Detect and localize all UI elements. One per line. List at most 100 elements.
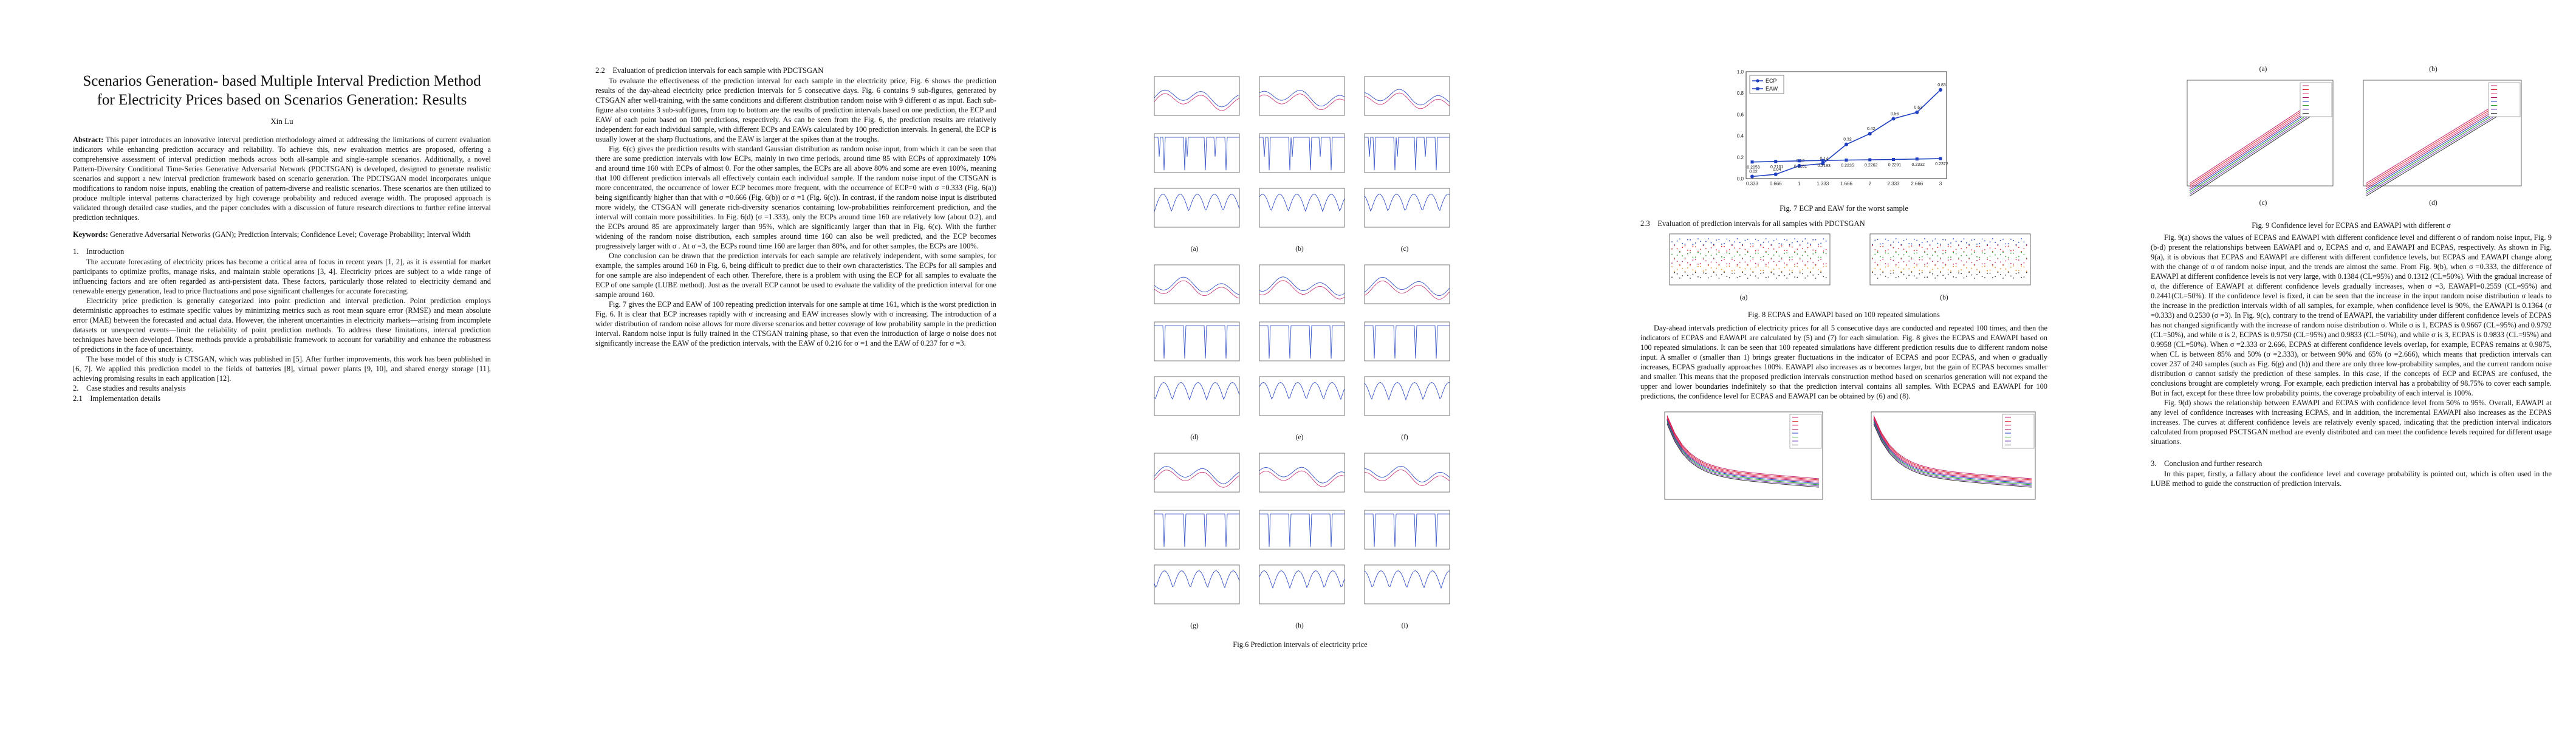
scatter-point bbox=[1702, 272, 1704, 274]
scatter-point bbox=[1973, 252, 1975, 253]
scatter-point bbox=[1694, 259, 1696, 261]
scatter-point bbox=[1794, 276, 1795, 278]
scatter-point bbox=[1958, 270, 1959, 272]
scatter-point bbox=[2007, 272, 2009, 273]
scatter-point bbox=[1718, 239, 1720, 241]
series-line bbox=[1364, 570, 1450, 589]
scatter-point bbox=[1786, 277, 1788, 279]
scatter-point bbox=[1823, 276, 1824, 278]
series-line bbox=[1365, 465, 1450, 482]
scatter-point bbox=[2018, 242, 2019, 243]
scatter-point bbox=[1778, 275, 1780, 276]
scatter-point bbox=[1694, 272, 1696, 273]
scatter-point bbox=[1750, 243, 1751, 245]
scatter-point bbox=[1900, 270, 1902, 272]
scatter-point bbox=[2005, 260, 2007, 262]
scatter-point bbox=[1716, 262, 1717, 263]
scatter-point bbox=[1976, 245, 1978, 247]
scatter-point bbox=[1684, 272, 1686, 273]
scatter-point bbox=[1758, 265, 1759, 267]
scatter-point bbox=[1976, 256, 1978, 258]
scatter-point bbox=[1684, 245, 1686, 247]
scatter-point bbox=[1676, 261, 1678, 262]
column-3: 0.0 0.2 0.4 0.6 0.8 1.0 0.333 0.666 1 1.333 1.666 2… bbox=[1640, 66, 2047, 518]
plot-frame bbox=[1154, 321, 1240, 361]
scatter-point bbox=[1765, 252, 1767, 253]
scatter-point bbox=[1732, 257, 1733, 259]
scatter-point bbox=[1773, 240, 1775, 242]
scatter-point bbox=[1820, 272, 1821, 273]
scatter-point bbox=[1945, 278, 1947, 279]
figure-9c-label: (c) bbox=[2259, 199, 2267, 207]
scatter-point bbox=[1976, 259, 1978, 261]
series-line bbox=[1154, 137, 1239, 171]
scatter-point bbox=[1802, 241, 1803, 242]
scatter-point bbox=[1776, 252, 1777, 253]
scatter-point bbox=[1679, 277, 1680, 279]
scatter-point bbox=[1995, 262, 1996, 263]
scatter-point bbox=[1716, 239, 1717, 241]
scatter-point bbox=[1885, 250, 1886, 252]
scatter-point bbox=[1963, 238, 1965, 239]
scatter-point bbox=[2005, 268, 2007, 270]
scatter-point bbox=[1961, 255, 1962, 256]
series-line bbox=[1259, 276, 1345, 296]
scatter-point bbox=[1825, 263, 1827, 264]
scatter-point bbox=[1890, 257, 1891, 259]
figure-9a-label: (a) bbox=[2259, 66, 2267, 73]
data-point-eaw bbox=[1892, 157, 1895, 161]
scatter-point bbox=[1776, 277, 1777, 279]
series-line bbox=[1667, 415, 1820, 479]
scatter-point bbox=[2002, 239, 2004, 240]
scatter-point bbox=[1916, 264, 1917, 265]
scatter-point bbox=[1823, 266, 1824, 267]
scatter-point bbox=[1697, 250, 1699, 252]
data-point-eaw bbox=[1798, 159, 1801, 163]
scatter-point bbox=[1903, 248, 1905, 250]
scatter-point bbox=[1929, 245, 1931, 246]
scatter-point bbox=[2026, 258, 2027, 259]
scatter-point bbox=[1692, 273, 1694, 275]
scatter-point bbox=[1747, 239, 1749, 240]
scatter-point bbox=[1697, 238, 1699, 240]
scatter-point bbox=[1736, 252, 1738, 253]
scatter-point bbox=[1797, 241, 1798, 242]
scatter-point bbox=[2007, 270, 2009, 272]
scatter-point bbox=[1890, 244, 1891, 245]
scatter-point bbox=[1921, 272, 1923, 273]
scatter-point bbox=[1924, 264, 1925, 265]
scatter-point bbox=[1716, 253, 1717, 255]
scatter-point bbox=[1989, 269, 1991, 271]
scatter-point bbox=[1705, 255, 1707, 256]
scatter-point bbox=[2021, 276, 2022, 278]
data-point-ecp bbox=[1891, 117, 1896, 121]
section-2-2-paragraph: Fig. 7 gives the ECP and EAW of 100 repe… bbox=[595, 300, 996, 347]
scatter-point bbox=[1963, 264, 1965, 265]
scatter-point bbox=[1968, 272, 1970, 273]
section-1-paragraph: The accurate forecasting of electricity … bbox=[73, 258, 491, 295]
series-line bbox=[1667, 417, 1820, 482]
scatter-point bbox=[1971, 239, 1973, 241]
scatter-point bbox=[1825, 265, 1827, 267]
scatter-point bbox=[1893, 247, 1894, 248]
scatter-point bbox=[1815, 278, 1817, 279]
scatter-point bbox=[1742, 271, 1743, 272]
scatter-point bbox=[1732, 245, 1733, 247]
figure-6-panel bbox=[1154, 76, 1240, 228]
series-line bbox=[1667, 421, 1820, 485]
scatter-point bbox=[1815, 252, 1817, 253]
section-2-2-paragraph: One conclusion can be drawn that the pre… bbox=[595, 252, 996, 299]
scatter-point bbox=[1742, 245, 1743, 246]
legend-marker bbox=[1756, 87, 1759, 91]
scatter-point bbox=[1997, 258, 1999, 259]
scatter-point bbox=[1913, 275, 1915, 276]
scatter-point bbox=[1710, 247, 1712, 248]
scatter-point bbox=[1804, 238, 1806, 240]
scatter-point bbox=[1945, 250, 1947, 252]
scatter-point bbox=[1718, 264, 1720, 265]
scatter-point bbox=[1802, 248, 1803, 250]
scatter-point bbox=[2013, 263, 2015, 265]
plot-frame bbox=[1364, 76, 1450, 116]
scatter-point bbox=[1758, 239, 1759, 241]
scatter-point bbox=[1965, 275, 1967, 277]
